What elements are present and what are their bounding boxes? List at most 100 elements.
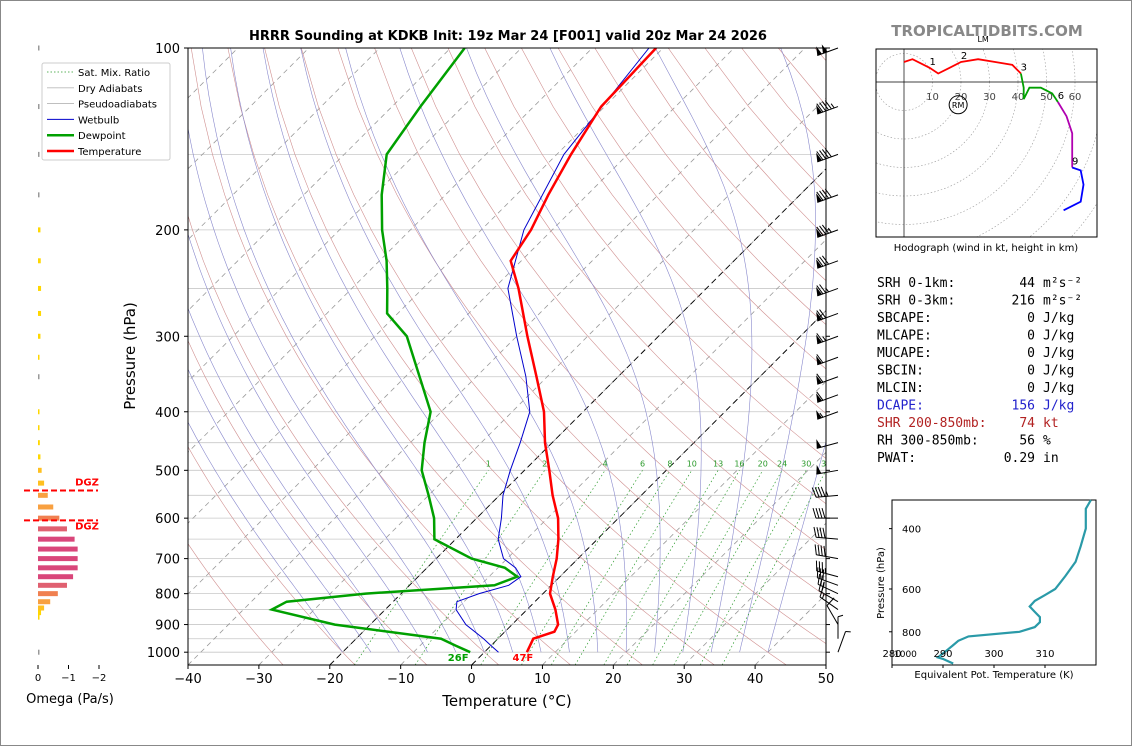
mix-ratio-line (521, 470, 643, 665)
mix-ratio-label: 10 (687, 459, 697, 468)
x-tick-label: 10 (534, 672, 551, 687)
wind-barb (816, 255, 839, 269)
wind-barb (816, 188, 839, 203)
barb-full (821, 224, 830, 234)
barb-staff (816, 494, 839, 498)
y-tick-label: 100 (155, 42, 180, 57)
isotherm (188, 48, 735, 595)
barb-full (819, 190, 827, 200)
omega-bar (38, 425, 40, 431)
stat-value: 0 (1027, 329, 1035, 344)
hodo-ring-label: 10 (926, 92, 939, 103)
omega-bar (38, 333, 41, 339)
mix-ratio-line (652, 470, 764, 665)
omega-bar (38, 556, 78, 562)
dewpoint-surface-label: 26F (448, 653, 469, 664)
barb-full (818, 580, 822, 591)
theta-e-bottom-label: 1000 (894, 650, 917, 660)
stat-label: RH 300-850mb: (877, 434, 979, 449)
barb-full (822, 569, 825, 580)
barb-flag (816, 355, 823, 365)
dry-adiabat (557, 48, 826, 370)
mix-ratio-line (354, 470, 489, 665)
barb-half (827, 227, 832, 233)
omega-bar (38, 536, 75, 542)
wind-barb (814, 544, 839, 560)
stat-value: 216 (1012, 294, 1035, 309)
wind-barb (816, 224, 839, 238)
wind-barb (816, 148, 839, 163)
barb-full (815, 508, 820, 519)
barb-flag (816, 410, 823, 420)
dry-adiabat (778, 48, 826, 106)
mix-ratio-label: 2 (542, 459, 547, 468)
x-tick-label: −30 (245, 672, 272, 687)
dry-adiabat (264, 48, 715, 665)
barb-staff (817, 106, 839, 115)
stat-value: 56 (1019, 434, 1035, 449)
isotherm (188, 48, 806, 665)
stat-value: 156 (1012, 399, 1035, 414)
barb-flag (816, 334, 823, 344)
dry-adiabat (741, 48, 826, 150)
mix-ratio-line (414, 470, 545, 665)
stats-panel: SRH 0-1km: 44 m²s⁻² SRH 0-3km: 216 m²s⁻² SBCAP… (877, 276, 1082, 466)
dry-adiabat (594, 48, 826, 326)
mix-ratio-line (603, 470, 719, 665)
stat-unit: kt (1043, 416, 1059, 431)
watermark: TROPICALTIDBITS.COM (891, 22, 1083, 40)
x-tick-label: 20 (605, 672, 622, 687)
wind-barb (816, 373, 839, 385)
legend-label: Pseudoadiabats (78, 100, 157, 111)
barb-full (819, 256, 827, 266)
barb-full (819, 309, 827, 319)
barb-half (825, 491, 829, 497)
omega-bar (38, 227, 41, 233)
omega-bar (38, 258, 41, 264)
barb-full (816, 151, 824, 161)
stat-value: 74 (1019, 416, 1035, 431)
barb-full (820, 486, 826, 497)
omega-bar (38, 151, 40, 157)
barb-full (824, 188, 832, 198)
stat-value: 44 (1019, 276, 1035, 291)
stat-value: 0 (1027, 311, 1035, 326)
wind-barb (837, 631, 851, 653)
wind-barb (816, 44, 839, 56)
y-axis-label: Pressure (hPa) (121, 302, 139, 410)
barb-staff (817, 356, 839, 366)
x-tick-label: 50 (818, 672, 835, 687)
mix-ratio-line (673, 470, 783, 665)
stat-label: SHR 200-850mb: (877, 416, 987, 431)
hodo-height-label: 1 (929, 57, 935, 68)
hodo-height-label: 9 (1072, 157, 1078, 168)
skewt-grid: 1 2 4 6 8 10 13 16 20 24 30 36 (188, 48, 826, 665)
barb-full (819, 284, 827, 294)
storm-motion-rm (948, 95, 968, 115)
y-tick-label: 900 (155, 619, 180, 634)
barb-full (822, 527, 826, 539)
isotherm (683, 522, 826, 665)
barb-full (814, 487, 820, 498)
barb-staff (817, 229, 839, 238)
omega-bar (38, 504, 54, 510)
theta-e-ytick-label: 400 (902, 525, 921, 536)
hodo-ring-label: 30 (983, 92, 996, 103)
legend-label: Dewpoint (78, 131, 126, 142)
stat-label: MLCIN: (877, 381, 924, 396)
x-tick-label: 0 (467, 672, 475, 687)
omega-bar (38, 526, 67, 532)
barb-staff (816, 442, 839, 449)
barb-full (813, 526, 817, 538)
barb-full (824, 100, 832, 110)
omega-panel: 0 −1 −2 DGZ DGZ (24, 45, 106, 684)
theta-e-frame (891, 499, 1097, 666)
moist-adiabat (466, 48, 661, 653)
dry-adiabat (484, 48, 826, 459)
theta-e-panel: 280 290 300 310 400 600 800 1000 (882, 499, 1097, 668)
omega-tick-label: −1 (61, 673, 76, 684)
theta-e-line (935, 499, 1092, 665)
barb-full (814, 544, 817, 555)
wind-barb (816, 464, 839, 475)
